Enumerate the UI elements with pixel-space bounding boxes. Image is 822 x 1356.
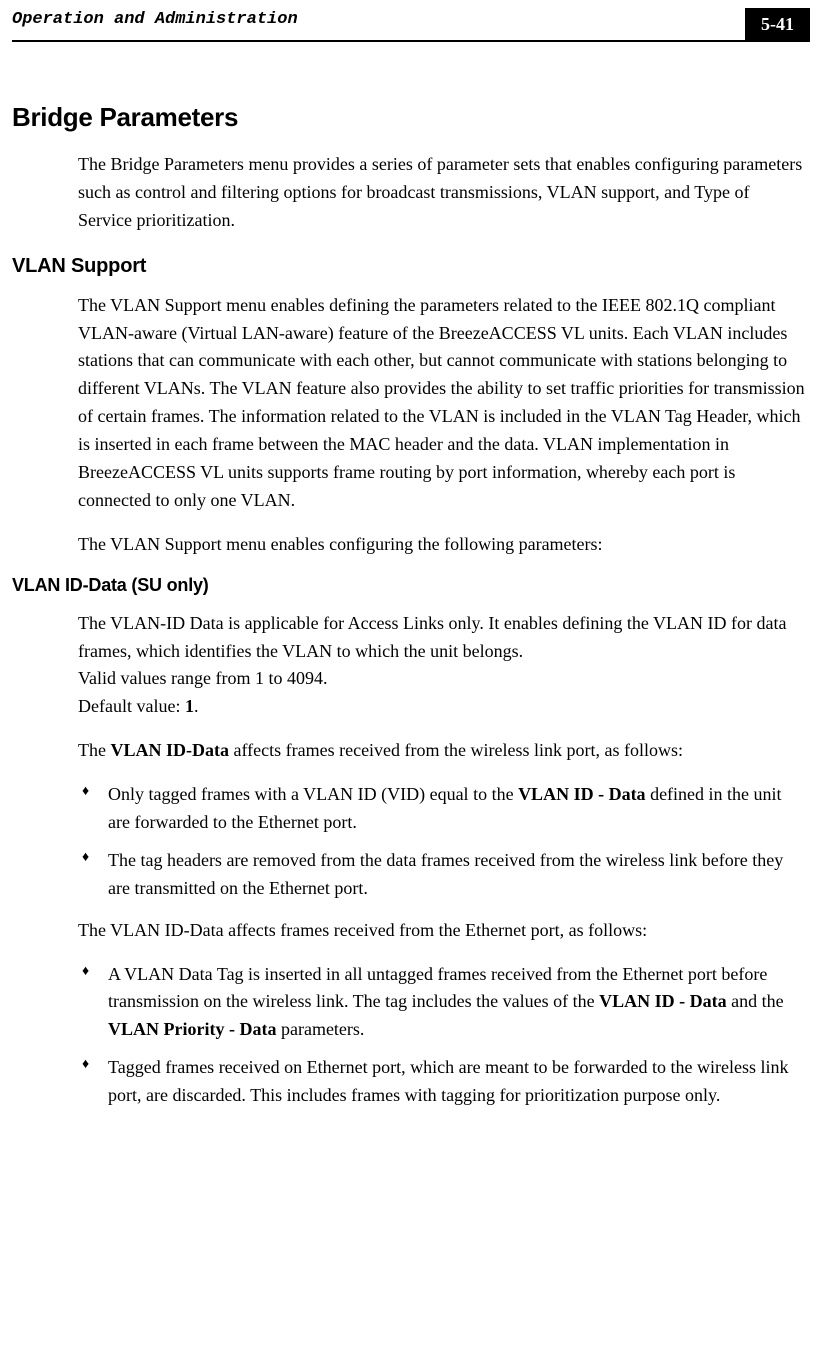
term-vlan-id-data: VLAN ID - Data bbox=[518, 784, 646, 804]
list-wireless-port: Only tagged frames with a VLAN ID (VID) … bbox=[12, 781, 810, 903]
text: Valid values range from 1 to 4094. bbox=[78, 668, 327, 688]
text: and the bbox=[727, 991, 784, 1011]
paragraph-vlan-support: The VLAN Support menu enables defining t… bbox=[12, 292, 810, 515]
term-vlan-priority-data: VLAN Priority - Data bbox=[108, 1019, 276, 1039]
list-item: A VLAN Data Tag is inserted in all untag… bbox=[78, 961, 810, 1045]
page-header: Operation and Administration 5-41 bbox=[12, 8, 810, 42]
term-vlan-id-data: VLAN ID-Data bbox=[110, 740, 229, 760]
page-number-box: 5-41 bbox=[745, 8, 810, 40]
default-value: 1 bbox=[185, 696, 194, 716]
heading-bridge-parameters: Bridge Parameters bbox=[12, 102, 810, 133]
text: . bbox=[194, 696, 199, 716]
text: The VLAN-ID Data is applicable for Acces… bbox=[78, 613, 786, 661]
text: Only tagged frames with a VLAN ID (VID) … bbox=[108, 784, 518, 804]
heading-vlan-support: VLAN Support bbox=[12, 255, 810, 278]
text: affects frames received from the wireles… bbox=[229, 740, 683, 760]
list-item: Tagged frames received on Ethernet port,… bbox=[78, 1054, 810, 1110]
list-item: Only tagged frames with a VLAN ID (VID) … bbox=[78, 781, 810, 837]
text: The bbox=[78, 740, 110, 760]
content: Bridge Parameters The Bridge Parameters … bbox=[12, 42, 810, 1110]
text: Default value: bbox=[78, 696, 185, 716]
paragraph-vlan-id-desc: The VLAN-ID Data is applicable for Acces… bbox=[12, 610, 810, 722]
paragraph-ethernet-intro: The VLAN ID-Data affects frames received… bbox=[12, 917, 810, 945]
paragraph-vlan-support-config: The VLAN Support menu enables configurin… bbox=[12, 531, 810, 559]
text: parameters. bbox=[276, 1019, 364, 1039]
heading-vlan-id-data: VLAN ID-Data (SU only) bbox=[12, 575, 810, 596]
page: Operation and Administration 5-41 Bridge… bbox=[0, 0, 822, 1164]
term-vlan-id-data: VLAN ID - Data bbox=[599, 991, 727, 1011]
list-ethernet-port: A VLAN Data Tag is inserted in all untag… bbox=[12, 961, 810, 1110]
paragraph-wireless-intro: The VLAN ID-Data affects frames received… bbox=[12, 737, 810, 765]
list-item: The tag headers are removed from the dat… bbox=[78, 847, 810, 903]
header-title: Operation and Administration bbox=[12, 8, 745, 40]
paragraph-intro: The Bridge Parameters menu provides a se… bbox=[12, 151, 810, 235]
